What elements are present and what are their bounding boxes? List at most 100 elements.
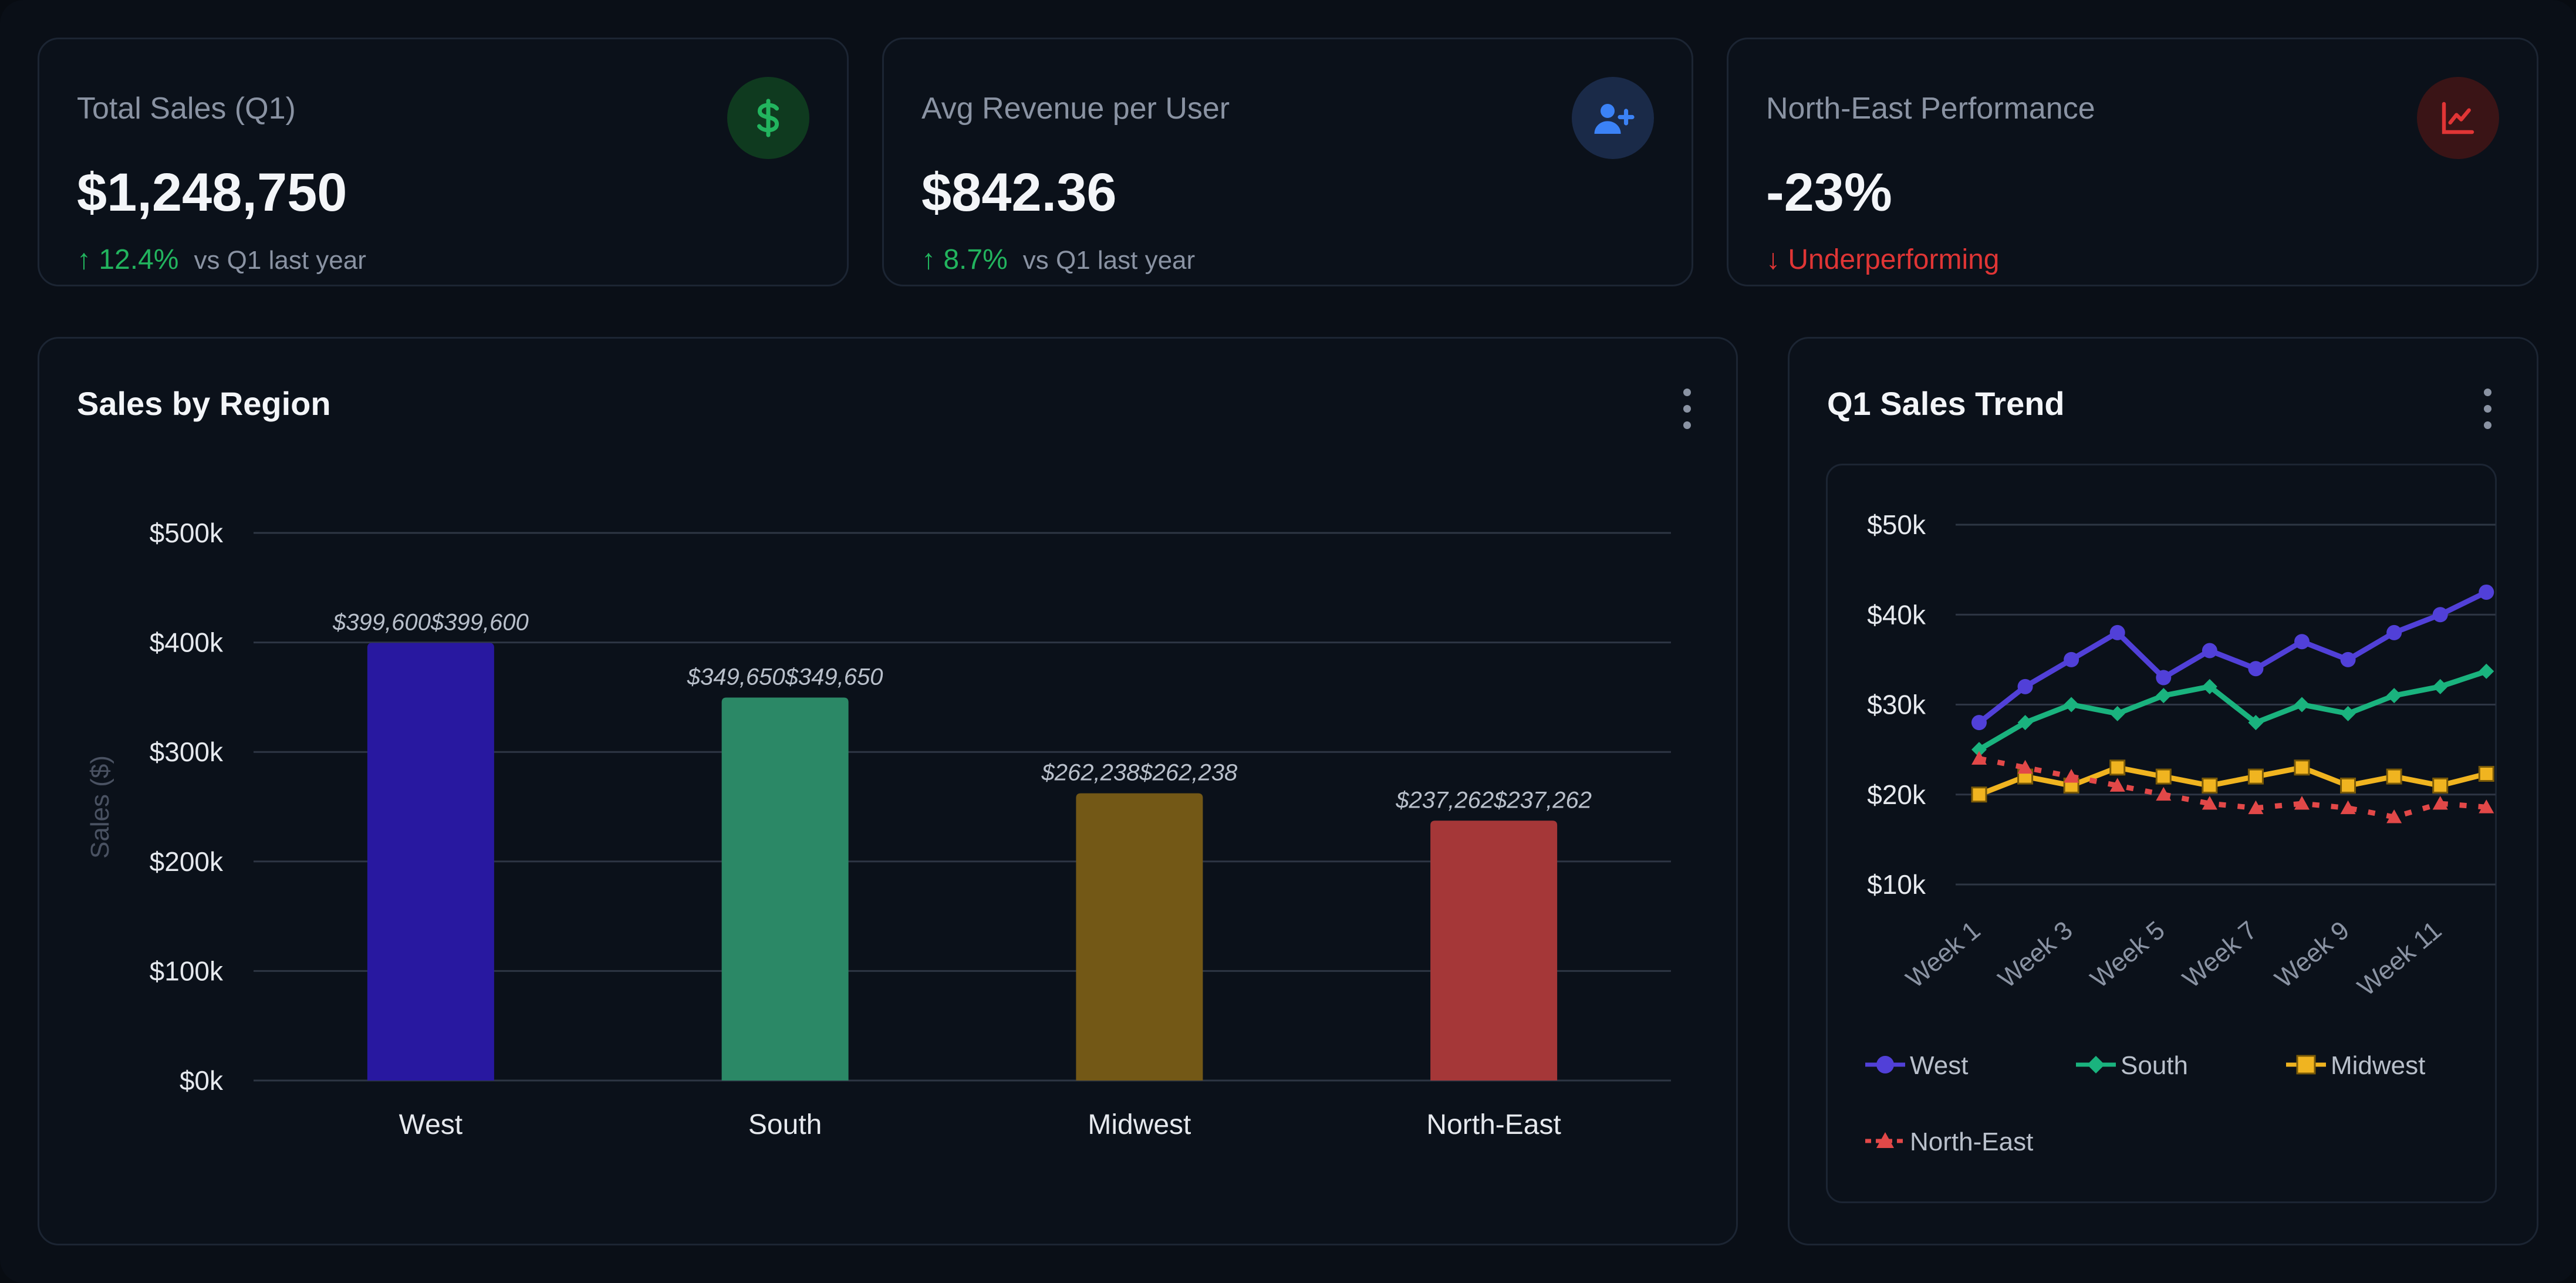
data-point	[1971, 786, 1987, 803]
data-point	[2294, 634, 2310, 650]
bar-data-label: $262,238$262,238	[1041, 760, 1238, 786]
dollar-icon	[727, 77, 809, 159]
data-point	[2247, 768, 2264, 785]
kpi-delta: ↑ 8.7%	[921, 244, 1008, 275]
data-point	[2432, 796, 2448, 810]
data-point	[2340, 777, 2356, 794]
legend-marker	[1876, 1056, 1894, 1073]
legend-marker	[2296, 1055, 2316, 1075]
kpi-delta-note: vs Q1 last year	[1022, 246, 1196, 275]
data-point	[2294, 697, 2310, 713]
bar	[721, 697, 849, 1081]
x-tick-label: Week 7	[2177, 916, 2263, 994]
data-point	[2156, 670, 2172, 686]
x-tick-label: Week 11	[2352, 916, 2447, 1002]
data-point	[1971, 715, 1987, 731]
data-point	[2340, 705, 2356, 721]
y-tick-label: $300k	[150, 737, 224, 767]
data-point	[2432, 777, 2449, 794]
data-point	[2294, 796, 2310, 810]
data-point	[2340, 651, 2356, 667]
y-tick-label: $500k	[150, 518, 224, 548]
kpi-title: Total Sales (Q1)	[77, 92, 296, 126]
x-tick-label: Week 1	[1900, 916, 1986, 994]
x-tick-label: Week 5	[2085, 916, 2170, 994]
data-point	[2064, 651, 2079, 667]
data-point	[2386, 809, 2402, 823]
x-tick-label: Week 9	[2270, 916, 2355, 994]
kpi-delta-row: ↑ 8.7% vs Q1 last year	[921, 246, 1195, 274]
kpi-value: $842.36	[921, 163, 1117, 222]
data-point	[2202, 678, 2217, 694]
series-line	[1979, 756, 2487, 820]
data-point	[1971, 751, 1987, 765]
data-point	[2064, 769, 2079, 783]
kpi-title: Avg Revenue per User	[921, 92, 1230, 126]
data-point	[2386, 624, 2402, 640]
x-tick-label: Week 3	[1993, 916, 2078, 994]
trend-chart-frame	[1826, 464, 2497, 1203]
legend-marker	[1876, 1132, 1894, 1148]
y-tick-label: $10k	[1867, 869, 1926, 900]
kpi-delta-row: ↓ Underperforming	[1766, 246, 2000, 274]
kpi-value: $1,248,750	[77, 163, 347, 222]
y-tick-label: $40k	[1867, 599, 1926, 630]
legend-label: West	[1910, 1051, 1968, 1080]
data-point	[2202, 796, 2217, 810]
data-point	[2294, 759, 2310, 776]
bar-data-label: $237,262$237,262	[1395, 787, 1592, 813]
kpi-delta-row: ↑ 12.4% vs Q1 last year	[77, 246, 366, 274]
data-point	[2109, 705, 2125, 721]
x-tick-label: South	[748, 1109, 822, 1140]
data-point	[2109, 778, 2125, 792]
bar-data-label: $399,600$399,600	[332, 609, 529, 635]
y-tick-label: $400k	[150, 627, 224, 658]
legend-label: Midwest	[2331, 1051, 2425, 1080]
y-tick-label: $30k	[1867, 690, 1926, 720]
data-point	[2248, 800, 2264, 815]
legend-label: North-East	[1910, 1127, 2033, 1156]
kpi-delta: ↑ 12.4%	[77, 244, 179, 275]
data-point	[2248, 715, 2264, 731]
data-point	[2017, 678, 2033, 694]
data-point	[2155, 768, 2172, 785]
legend-marker	[2087, 1056, 2105, 1073]
data-point	[2109, 624, 2125, 640]
data-point	[2479, 663, 2494, 679]
data-point	[2478, 766, 2494, 782]
x-tick-label: North-East	[1426, 1109, 1561, 1140]
data-point	[2202, 777, 2218, 794]
chart-line-icon	[2417, 77, 2499, 159]
data-point	[2064, 697, 2079, 713]
kpi-card-avg-revenue: Avg Revenue per User $842.36 ↑ 8.7% vs Q1…	[882, 38, 1693, 286]
kebab-menu-icon[interactable]	[2480, 389, 2494, 430]
kpi-card-total-sales: Total Sales (Q1) $1,248,750 ↑ 12.4% vs Q1…	[38, 38, 849, 286]
kpi-delta: ↓ Underperforming	[1766, 244, 2000, 275]
y-tick-label: $200k	[150, 846, 224, 877]
data-point	[2432, 678, 2448, 694]
data-point	[2017, 715, 2033, 731]
data-point	[2479, 584, 2494, 600]
data-point	[2109, 759, 2126, 776]
series-line	[1977, 589, 2488, 725]
data-point	[2248, 661, 2264, 677]
data-point	[2202, 643, 2217, 659]
data-point	[2156, 786, 2172, 801]
data-point	[2340, 800, 2356, 815]
data-point	[2386, 768, 2402, 785]
panel-title: Sales by Region	[77, 385, 331, 422]
legend-label: South	[2121, 1051, 2188, 1080]
bar	[367, 643, 494, 1081]
region-panel: Sales by Region	[38, 337, 1738, 1245]
data-point	[2432, 607, 2448, 623]
y-tick-label: $20k	[1867, 779, 1926, 810]
data-point	[1971, 742, 1987, 758]
kebab-menu-icon[interactable]	[1680, 389, 1694, 430]
data-point	[2156, 688, 2172, 704]
kpi-card-northeast: North-East Performance -23% ↓ Underperfo…	[1727, 38, 2538, 286]
y-tick-label: $0k	[180, 1065, 224, 1096]
x-tick-label: West	[399, 1109, 462, 1140]
bar	[1430, 821, 1558, 1081]
